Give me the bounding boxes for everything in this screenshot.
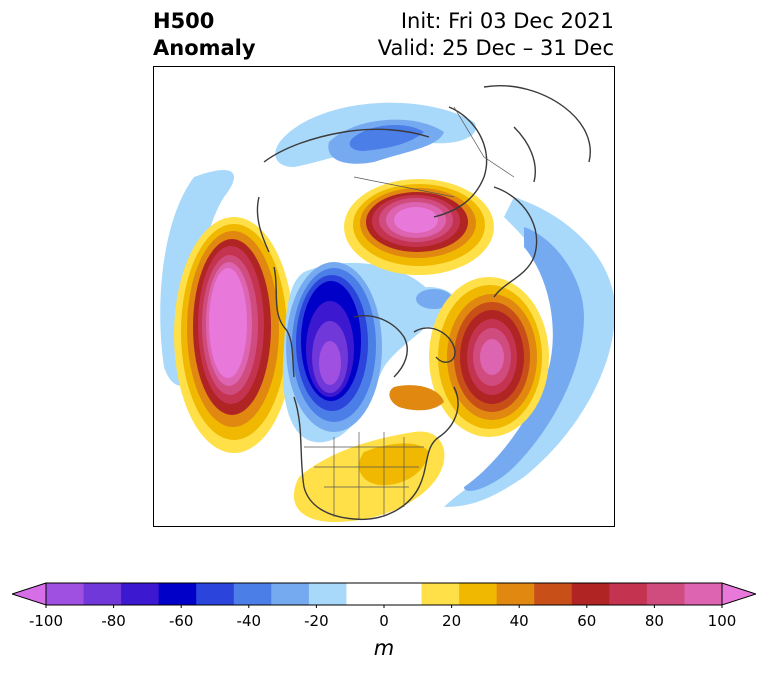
anomaly-contour bbox=[209, 268, 247, 378]
colorbar-tick-label: -100 bbox=[28, 612, 64, 630]
colorbar-segment bbox=[384, 583, 423, 605]
title-type: Anomaly bbox=[153, 36, 256, 60]
colorbar-extend-max bbox=[721, 582, 756, 606]
colorbar-tick-label: 60 bbox=[577, 612, 597, 630]
colorbar-tick-label: 80 bbox=[644, 612, 664, 630]
borders bbox=[304, 106, 515, 519]
map-panel bbox=[153, 66, 615, 527]
colorbar-segment bbox=[158, 583, 197, 605]
colorbar-segment bbox=[646, 583, 685, 605]
coastline bbox=[263, 128, 430, 163]
colorbar-segment bbox=[121, 583, 160, 605]
chart-title-right: Init: Fri 03 Dec 2021 Valid: 25 Dec – 31… bbox=[378, 8, 614, 62]
coastline bbox=[513, 126, 536, 183]
colorbar-segment bbox=[534, 583, 573, 605]
coastline bbox=[493, 186, 538, 298]
anomaly-contour bbox=[416, 289, 452, 309]
anomaly-contour bbox=[359, 443, 429, 486]
colorbar-segment bbox=[46, 583, 85, 605]
anomaly-contour bbox=[394, 207, 438, 233]
coastline bbox=[483, 85, 591, 163]
colorbar-segment bbox=[571, 583, 610, 605]
colorbar-ticks: -100 -80 -60 -40 -20 0 20 40 60 80 100 bbox=[0, 612, 768, 632]
colorbar-tick-label: 40 bbox=[509, 612, 529, 630]
coastline bbox=[273, 266, 295, 378]
colorbar-segment bbox=[196, 583, 235, 605]
colorbar-segment bbox=[609, 583, 648, 605]
colorbar-tick-label: 20 bbox=[442, 612, 462, 630]
anomaly-map bbox=[160, 85, 614, 522]
coastline bbox=[433, 106, 488, 218]
chart-title-left: H500 Anomaly bbox=[153, 8, 256, 62]
colorbar-tick-label: 100 bbox=[707, 612, 737, 630]
border bbox=[353, 176, 455, 198]
colorbar-segment bbox=[308, 583, 347, 605]
coastline bbox=[353, 315, 408, 378]
colorbar-segment bbox=[83, 583, 122, 605]
colorbar-tick-label: 0 bbox=[379, 612, 389, 630]
anomaly-contour bbox=[319, 341, 341, 385]
colorbar-tick-label: -80 bbox=[101, 612, 126, 630]
coastline bbox=[413, 327, 456, 363]
anomaly-contour bbox=[480, 339, 504, 375]
colorbar-units-label: m bbox=[373, 636, 395, 660]
coastline bbox=[256, 196, 270, 253]
title-valid-range: Valid: 25 Dec – 31 Dec bbox=[377, 36, 614, 60]
anomaly-contour bbox=[464, 227, 584, 491]
colorbar-segment bbox=[421, 583, 460, 605]
coastline bbox=[293, 386, 459, 521]
colorbar-segment bbox=[233, 583, 272, 605]
colorbar-tick-label: -60 bbox=[168, 612, 194, 630]
coastlines bbox=[256, 85, 591, 521]
anomaly-contour bbox=[389, 385, 444, 411]
colorbar-extend-min bbox=[12, 582, 47, 606]
title-init-date: Init: Fri 03 Dec 2021 bbox=[400, 9, 614, 33]
border bbox=[453, 106, 515, 178]
colorbar-segment bbox=[684, 583, 723, 605]
colorbar-segment bbox=[346, 583, 385, 605]
colorbar-segment bbox=[271, 583, 310, 605]
title-variable: H500 bbox=[153, 9, 215, 33]
colorbar-tick-label: -20 bbox=[304, 612, 329, 630]
colorbar-segment bbox=[459, 583, 498, 605]
colorbar-tick-label: -40 bbox=[236, 612, 262, 630]
colorbar-segment bbox=[496, 583, 535, 605]
colorbar bbox=[12, 582, 756, 608]
